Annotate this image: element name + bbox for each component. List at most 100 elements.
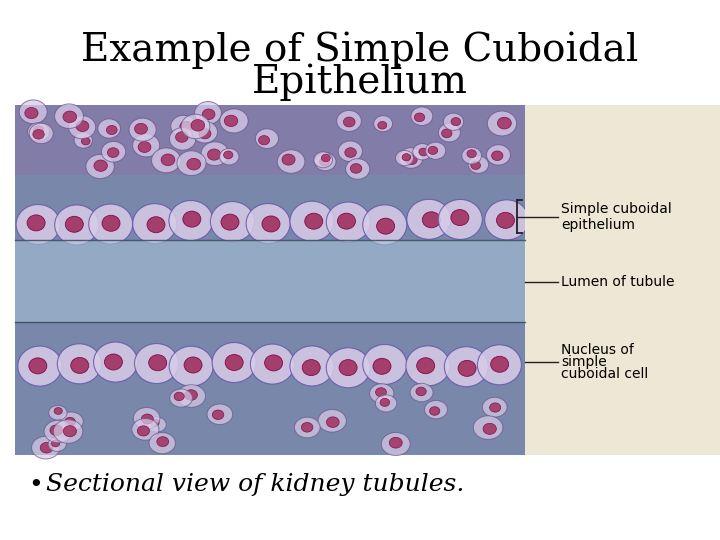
- Ellipse shape: [66, 217, 84, 232]
- Ellipse shape: [89, 204, 132, 244]
- Ellipse shape: [345, 148, 356, 157]
- Ellipse shape: [40, 442, 53, 453]
- Ellipse shape: [176, 132, 188, 142]
- Ellipse shape: [221, 214, 239, 230]
- Ellipse shape: [180, 121, 192, 131]
- Ellipse shape: [58, 344, 102, 384]
- Ellipse shape: [302, 360, 320, 376]
- Ellipse shape: [16, 205, 60, 245]
- Ellipse shape: [402, 154, 410, 161]
- Ellipse shape: [149, 355, 167, 371]
- Ellipse shape: [27, 215, 45, 231]
- Ellipse shape: [444, 347, 488, 387]
- Ellipse shape: [24, 107, 38, 119]
- Ellipse shape: [467, 150, 477, 158]
- Ellipse shape: [251, 344, 294, 384]
- Ellipse shape: [315, 152, 336, 171]
- Ellipse shape: [225, 355, 243, 370]
- Ellipse shape: [363, 345, 407, 384]
- Ellipse shape: [290, 201, 334, 241]
- Ellipse shape: [302, 422, 313, 432]
- Ellipse shape: [212, 342, 256, 382]
- Ellipse shape: [33, 130, 44, 139]
- Ellipse shape: [414, 113, 425, 122]
- Ellipse shape: [29, 358, 47, 374]
- Ellipse shape: [339, 360, 357, 376]
- Ellipse shape: [399, 148, 423, 168]
- Ellipse shape: [201, 142, 229, 166]
- Ellipse shape: [485, 200, 528, 240]
- Ellipse shape: [181, 114, 210, 139]
- Ellipse shape: [351, 164, 362, 173]
- Ellipse shape: [438, 123, 460, 142]
- Ellipse shape: [65, 417, 76, 426]
- Ellipse shape: [498, 117, 511, 129]
- Ellipse shape: [338, 213, 356, 229]
- Ellipse shape: [326, 202, 370, 242]
- Ellipse shape: [411, 107, 433, 125]
- Ellipse shape: [50, 425, 63, 436]
- Ellipse shape: [138, 141, 151, 152]
- Ellipse shape: [444, 113, 464, 130]
- Ellipse shape: [390, 437, 402, 448]
- Ellipse shape: [382, 433, 410, 456]
- Ellipse shape: [477, 345, 521, 385]
- Ellipse shape: [425, 401, 447, 419]
- Ellipse shape: [177, 384, 205, 407]
- Ellipse shape: [187, 158, 201, 170]
- Ellipse shape: [32, 436, 60, 459]
- Ellipse shape: [224, 151, 233, 159]
- Ellipse shape: [490, 356, 508, 372]
- Ellipse shape: [458, 360, 476, 376]
- Ellipse shape: [441, 129, 452, 138]
- Ellipse shape: [192, 121, 217, 143]
- Ellipse shape: [337, 111, 361, 131]
- Ellipse shape: [33, 126, 44, 134]
- Ellipse shape: [19, 100, 48, 124]
- Ellipse shape: [417, 357, 435, 374]
- Ellipse shape: [406, 346, 450, 386]
- Ellipse shape: [48, 437, 66, 451]
- Ellipse shape: [326, 348, 370, 388]
- Bar: [15, 105, 525, 455]
- Ellipse shape: [71, 357, 89, 374]
- Ellipse shape: [183, 211, 201, 227]
- Ellipse shape: [94, 342, 138, 382]
- Ellipse shape: [451, 118, 461, 126]
- Ellipse shape: [378, 122, 387, 129]
- Ellipse shape: [149, 433, 176, 454]
- Ellipse shape: [86, 154, 114, 179]
- Bar: [525, 105, 720, 455]
- Ellipse shape: [220, 148, 239, 165]
- Ellipse shape: [497, 212, 515, 228]
- Ellipse shape: [141, 414, 153, 424]
- Ellipse shape: [377, 218, 395, 234]
- Text: Simple cuboidal: Simple cuboidal: [561, 201, 672, 215]
- Ellipse shape: [135, 343, 179, 383]
- Text: Example of Simple Cuboidal: Example of Simple Cuboidal: [81, 31, 639, 69]
- Ellipse shape: [294, 417, 320, 438]
- Ellipse shape: [405, 155, 417, 165]
- Ellipse shape: [161, 154, 175, 166]
- Ellipse shape: [380, 399, 390, 407]
- Ellipse shape: [169, 200, 213, 240]
- Ellipse shape: [338, 141, 362, 161]
- Ellipse shape: [375, 395, 397, 412]
- Ellipse shape: [314, 152, 333, 168]
- Ellipse shape: [462, 147, 482, 164]
- Ellipse shape: [102, 141, 126, 162]
- Ellipse shape: [321, 154, 330, 161]
- Ellipse shape: [376, 388, 387, 397]
- Ellipse shape: [191, 119, 204, 131]
- Text: •: •: [28, 473, 42, 497]
- Ellipse shape: [94, 160, 107, 171]
- Ellipse shape: [177, 151, 206, 176]
- Ellipse shape: [423, 212, 441, 228]
- Ellipse shape: [199, 129, 211, 139]
- Ellipse shape: [210, 201, 254, 241]
- Ellipse shape: [471, 161, 480, 170]
- Ellipse shape: [374, 116, 392, 132]
- Ellipse shape: [363, 205, 407, 245]
- Ellipse shape: [104, 354, 122, 370]
- Text: cuboidal cell: cuboidal cell: [561, 367, 648, 381]
